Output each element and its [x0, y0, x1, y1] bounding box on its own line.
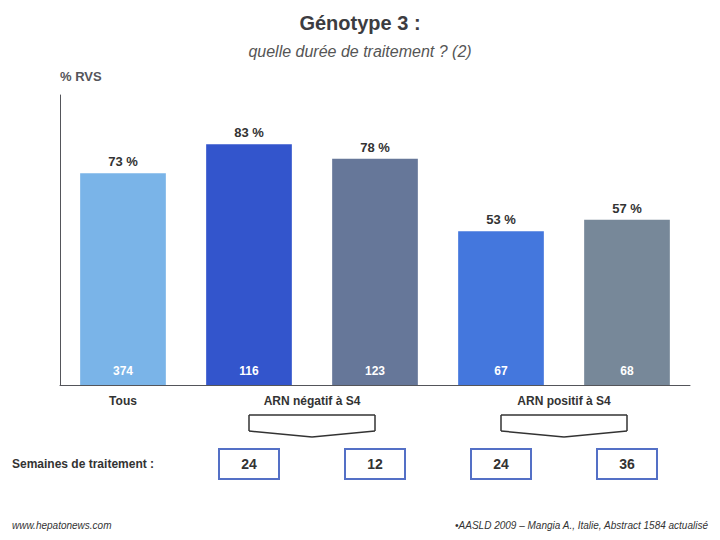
svg-text:ARN négatif à S4: ARN négatif à S4	[264, 394, 361, 408]
svg-text:24: 24	[493, 456, 509, 472]
svg-text:53 %: 53 %	[486, 212, 516, 227]
svg-text:www.hepatonews.com: www.hepatonews.com	[12, 520, 112, 531]
svg-text:quelle durée de traitement ? (: quelle durée de traitement ? (2)	[248, 43, 471, 60]
svg-text:73 %: 73 %	[108, 154, 138, 169]
svg-text:Génotype 3 :: Génotype 3 :	[299, 12, 420, 34]
svg-text:ARN positif à S4: ARN positif à S4	[517, 394, 611, 408]
svg-text:116: 116	[239, 364, 259, 378]
svg-text:•AASLD 2009 – Mangia A., Itali: •AASLD 2009 – Mangia A., Italie, Abstrac…	[455, 520, 708, 531]
svg-text:83 %: 83 %	[234, 125, 264, 140]
svg-text:67: 67	[494, 364, 508, 378]
svg-text:12: 12	[367, 456, 383, 472]
svg-text:374: 374	[113, 364, 133, 378]
svg-text:% RVS: % RVS	[60, 69, 102, 84]
svg-text:78 %: 78 %	[360, 140, 390, 155]
svg-text:36: 36	[619, 456, 635, 472]
svg-text:57 %: 57 %	[612, 201, 642, 216]
svg-text:123: 123	[365, 364, 385, 378]
svg-text:Tous: Tous	[109, 394, 137, 408]
svg-text:24: 24	[241, 456, 257, 472]
svg-text:68: 68	[620, 364, 634, 378]
svg-text:Semaines de traitement :: Semaines de traitement :	[12, 457, 154, 471]
